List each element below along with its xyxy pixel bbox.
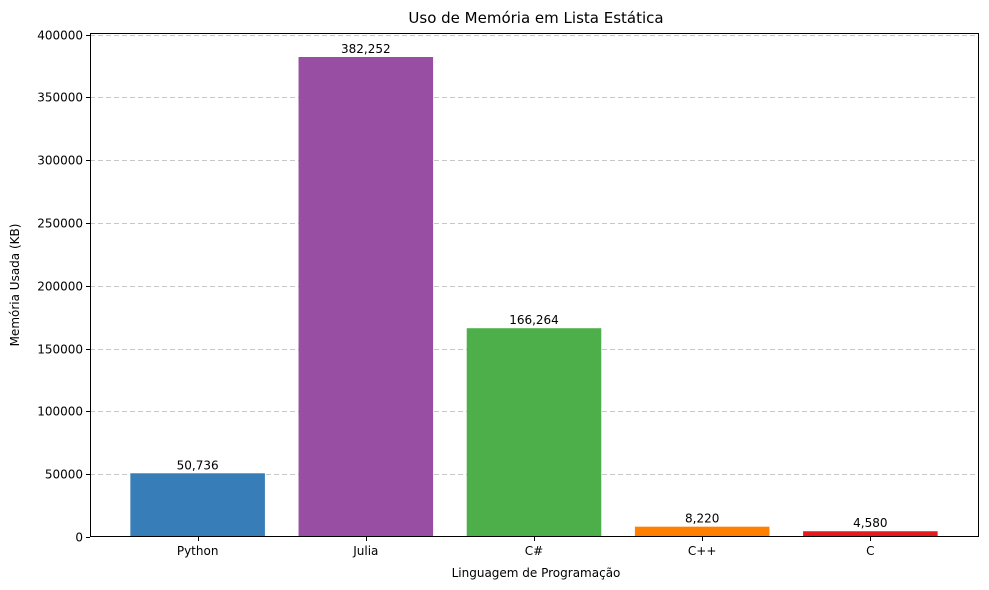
bar	[803, 531, 938, 537]
x-axis-ticks: Python Julia C# C++ C	[177, 537, 875, 558]
bars	[130, 56, 938, 538]
y-tick-label: 350000	[37, 91, 83, 105]
bar	[634, 526, 770, 537]
chart-title: Uso de Memória em Lista Estática	[408, 9, 663, 27]
y-tick-label: 300000	[37, 154, 83, 168]
x-tick-label: Julia	[352, 544, 378, 558]
x-tick-label: C	[866, 544, 874, 558]
bar	[466, 328, 602, 537]
data-labels: 50,736 382,252 166,264 8,220 4,580	[177, 42, 888, 530]
y-tick-label: 0	[75, 531, 83, 545]
x-tick-label: C++	[688, 544, 717, 558]
y-axis-label: Memória Usada (KB)	[8, 224, 22, 347]
y-tick-label: 250000	[37, 217, 83, 231]
y-tick-label: 200000	[37, 280, 83, 294]
bar-value-label: 50,736	[177, 458, 219, 472]
bar-value-label: 8,220	[685, 512, 719, 526]
x-axis-label: Linguagem de Programação	[452, 566, 621, 580]
x-tick-label: Python	[177, 544, 219, 558]
y-axis-ticks: 0 50000 100000 150000 200000 250000 300000 3500…	[37, 29, 90, 545]
bar-value-label: 166,264	[509, 313, 559, 327]
y-tick-label: 100000	[37, 405, 83, 419]
bar	[130, 473, 265, 537]
x-tick-label: C#	[525, 544, 543, 558]
y-tick-label: 400000	[37, 29, 83, 43]
bar-value-label: 382,252	[341, 42, 391, 56]
y-tick-label: 50000	[45, 468, 83, 482]
bar	[298, 56, 434, 538]
plot-frame	[90, 33, 979, 537]
y-tick-label: 150000	[37, 343, 83, 357]
bar-value-label: 4,580	[853, 516, 887, 530]
